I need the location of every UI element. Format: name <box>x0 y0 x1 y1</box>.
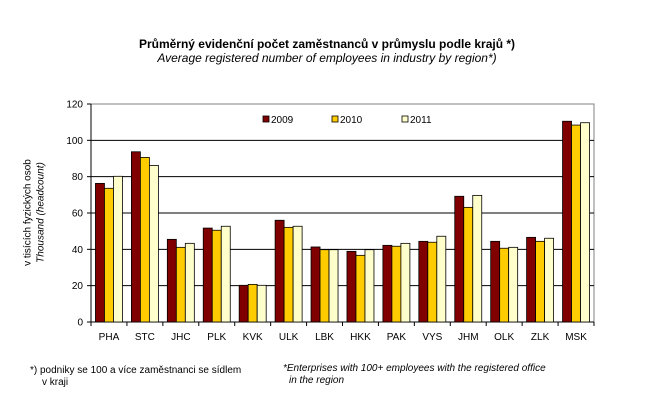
bar-2011-VYS <box>436 235 447 323</box>
bar-2010-KVK <box>247 283 258 323</box>
bar-2010-PHA <box>104 187 114 323</box>
bar-2011-OLK <box>508 246 519 323</box>
bar-2011-JHC <box>184 242 195 323</box>
x-tick-label: JHM <box>458 332 479 343</box>
chart-title: Průměrný evidenční počet zaměstnanců v p… <box>138 37 516 51</box>
x-tick-label: ULK <box>279 332 299 343</box>
bar-2009-PLK <box>202 227 213 323</box>
bar-2009-VYS <box>418 240 429 323</box>
footnote-cz-line1: *) podniky se 100 a více zaměstnanci se … <box>30 365 242 376</box>
y-tick-label: 20 <box>72 281 84 292</box>
x-tick-label: LBK <box>315 332 334 343</box>
y-tick-label: 60 <box>72 209 84 220</box>
x-tick-label: VYS <box>422 332 442 343</box>
bar-2010-VYS <box>427 241 438 323</box>
bar-2009-OLK <box>490 240 501 323</box>
bar-2009-MSK <box>562 120 572 323</box>
bar-2010-JHC <box>175 246 186 323</box>
bar-2011-KVK <box>256 284 267 323</box>
bar-2009-JHM <box>454 195 465 323</box>
bar-2011-PLK <box>220 225 231 323</box>
bar-2011-PHA <box>113 175 123 323</box>
x-tick-label: PLK <box>207 332 226 343</box>
footnote-cz-line2: v kraji <box>42 377 69 388</box>
x-tick-label: PAK <box>387 332 407 343</box>
legend-label-2010: 2010 <box>340 115 363 126</box>
x-tick-label: HKK <box>350 332 371 343</box>
bar-2009-HKK <box>346 250 357 323</box>
legend-swatch-2009 <box>262 115 270 123</box>
legend-swatch-2011 <box>401 115 409 123</box>
bar-2010-ZLK <box>535 240 546 323</box>
x-tick-label: MSK <box>565 332 587 343</box>
x-tick-label: STC <box>135 332 155 343</box>
bar-2010-HKK <box>355 254 366 323</box>
bar-2009-PAK <box>382 244 393 323</box>
bar-2009-ZLK <box>526 236 537 323</box>
x-tick-label: OLK <box>494 332 514 343</box>
bar-2011-MSK <box>580 122 590 323</box>
x-tick-label: JHC <box>171 332 190 343</box>
footnote-en: *Enterprises with 100+ employees with th… <box>283 363 546 387</box>
bar-2011-STC <box>148 165 159 323</box>
bar-2010-PLK <box>211 229 222 323</box>
bar-2010-PAK <box>391 245 402 323</box>
bar-2009-LBK <box>310 246 321 323</box>
y-tick-label: 80 <box>72 172 84 183</box>
bar-2009-ULK <box>274 219 285 323</box>
footnote-cz: *) podniky se 100 a více zaměstnanci se … <box>30 365 241 389</box>
y-tick-label: 0 <box>77 318 83 329</box>
footnote-en-line1: *Enterprises with 100+ employees with th… <box>283 363 546 374</box>
bar-2011-HKK <box>364 249 375 323</box>
bar-2009-PHA <box>95 182 105 323</box>
bar-2010-ULK <box>283 226 294 323</box>
bar-2010-LBK <box>319 249 330 323</box>
bar-2009-JHC <box>166 238 177 323</box>
legend-label-2009: 2009 <box>271 115 294 126</box>
chart-subtitle: Average registered number of employees i… <box>157 51 497 65</box>
bar-2009-KVK <box>238 284 249 323</box>
bar-2010-OLK <box>499 247 510 323</box>
y-tick-label: 100 <box>66 136 83 147</box>
legend-label-2011: 2011 <box>410 115 432 126</box>
bar-2010-STC <box>139 157 150 323</box>
x-tick-label: PHA <box>99 332 120 343</box>
bar-2010-MSK <box>571 124 581 323</box>
bar-2011-ZLK <box>544 237 555 323</box>
bar-2011-JHM <box>472 194 483 323</box>
bar-2011-PAK <box>400 242 411 323</box>
bar-2011-LBK <box>328 249 339 323</box>
x-tick-label: KVK <box>243 332 263 343</box>
footnote-en-line2: in the region <box>289 375 345 386</box>
bar-2011-ULK <box>292 225 303 323</box>
legend-swatch-2010 <box>331 115 339 123</box>
y-tick-label: 120 <box>66 100 83 111</box>
x-tick-label: ZLK <box>531 332 550 343</box>
bar-2009-STC <box>130 151 141 323</box>
bar-2010-JHM <box>463 206 474 323</box>
y-tick-label: 40 <box>72 245 84 256</box>
